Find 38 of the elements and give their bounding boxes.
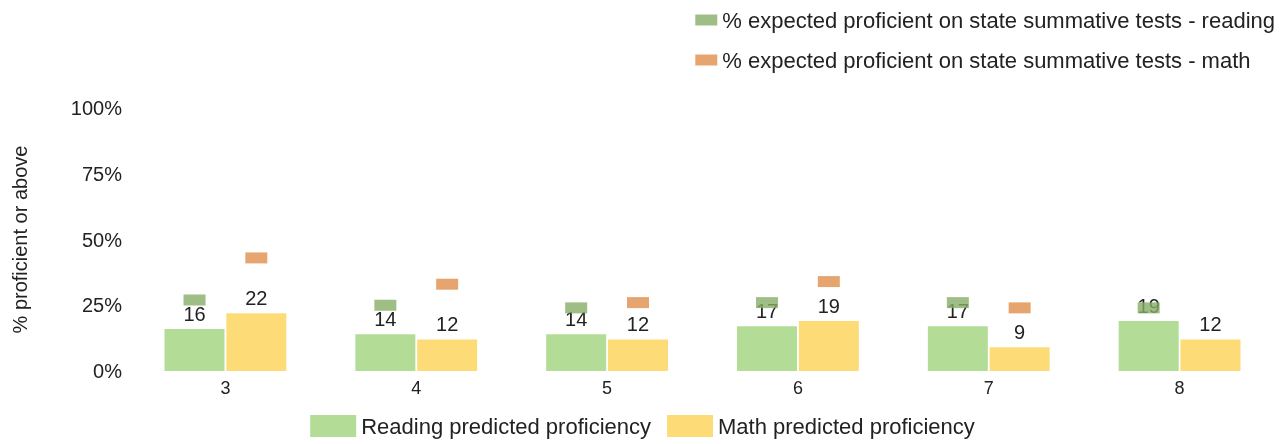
- data-label: 19: [1137, 295, 1160, 318]
- y-tick-label: 0%: [93, 360, 123, 382]
- legend-label: Math predicted proficiency: [718, 413, 975, 439]
- data-label: 14: [565, 308, 588, 331]
- legend-label: Reading predicted proficiency: [361, 413, 652, 439]
- bar: [927, 326, 988, 371]
- x-tick-label: 3: [220, 378, 231, 398]
- bar: [1118, 321, 1179, 371]
- bar: [1180, 339, 1241, 371]
- bar: [546, 334, 607, 371]
- bar: [989, 347, 1050, 371]
- bar: [164, 328, 225, 371]
- bar: [798, 321, 859, 371]
- data-label: 12: [436, 313, 459, 336]
- data-label: 12: [1199, 313, 1222, 336]
- y-axis-title: % proficient or above: [9, 145, 31, 334]
- x-tick-label: 8: [1174, 378, 1185, 398]
- bar: [417, 339, 478, 371]
- bar: [226, 313, 287, 371]
- x-tick-label: 5: [602, 378, 613, 398]
- legend-label: % expected proficient on state summative tests - math: [722, 47, 1251, 73]
- data-label: 22: [245, 287, 268, 310]
- y-tick-label: 75%: [81, 162, 123, 185]
- x-tick-label: 7: [983, 378, 994, 398]
- data-label: 19: [817, 295, 840, 318]
- bar: [737, 326, 798, 371]
- y-tick-label: 100%: [70, 97, 123, 119]
- bar: [607, 339, 668, 371]
- data-label: 9: [1014, 321, 1026, 344]
- data-label: 16: [183, 302, 206, 325]
- y-tick-label: 25%: [81, 294, 123, 317]
- x-tick-label: 4: [411, 378, 422, 398]
- data-label: 14: [374, 308, 397, 331]
- legend-label: % expected proficient on state summative tests - reading: [722, 7, 1275, 33]
- y-tick-label: 50%: [81, 228, 123, 251]
- data-label: 12: [626, 313, 650, 336]
- x-tick-label: 6: [792, 378, 803, 398]
- bar: [355, 334, 416, 371]
